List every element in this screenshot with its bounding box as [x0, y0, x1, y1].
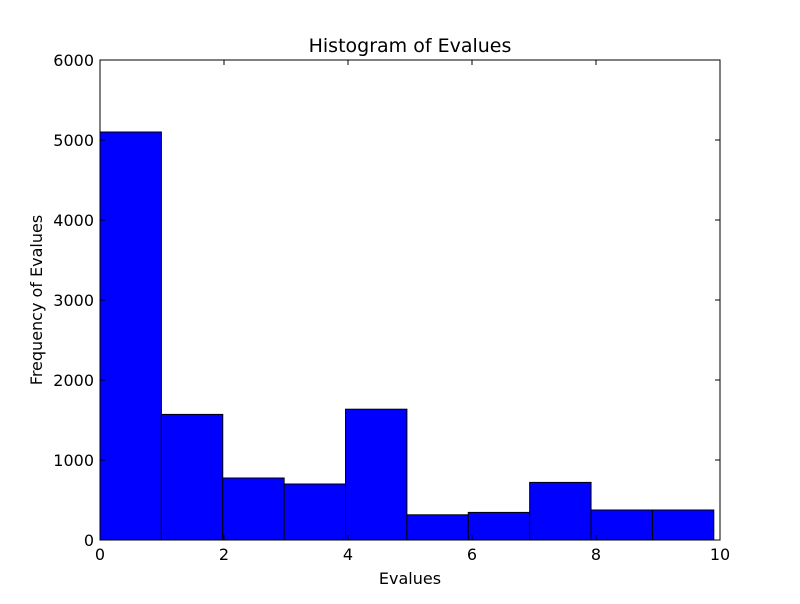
x-tick-label: 4	[343, 545, 353, 564]
x-tick-label: 0	[95, 545, 105, 564]
y-tick-label: 6000	[53, 51, 94, 70]
y-tick-label: 0	[84, 531, 94, 550]
histogram-bar	[651, 509, 715, 541]
histogram-bar	[529, 481, 592, 541]
histogram-bar	[406, 514, 469, 541]
x-tick-label: 2	[219, 545, 229, 564]
histogram-bar	[283, 483, 347, 541]
y-tick-label: 4000	[53, 211, 94, 230]
histogram-bar	[99, 131, 162, 541]
x-axis-label: Evalues	[379, 569, 441, 588]
histogram-bar	[590, 509, 653, 541]
histogram-bar	[345, 408, 408, 541]
histogram-bar	[222, 477, 285, 541]
y-tick-label: 2000	[53, 371, 94, 390]
y-axis-label: Frequency of Evalues	[27, 215, 46, 385]
ticks-layer: 0 2 4 6 8 10 0 1000 2000 3000 4000 5000 6000	[53, 51, 730, 564]
x-tick-label: 10	[710, 545, 730, 564]
x-tick-label: 6	[467, 545, 477, 564]
bars-layer	[99, 131, 715, 541]
chart-title: Histogram of Evalues	[309, 35, 512, 57]
x-tick-label: 8	[591, 545, 601, 564]
y-tick-label: 5000	[53, 131, 94, 150]
histogram-bar	[467, 511, 531, 541]
histogram-bar	[160, 413, 224, 541]
y-tick-label: 3000	[53, 291, 94, 310]
y-tick-label: 1000	[53, 451, 94, 470]
